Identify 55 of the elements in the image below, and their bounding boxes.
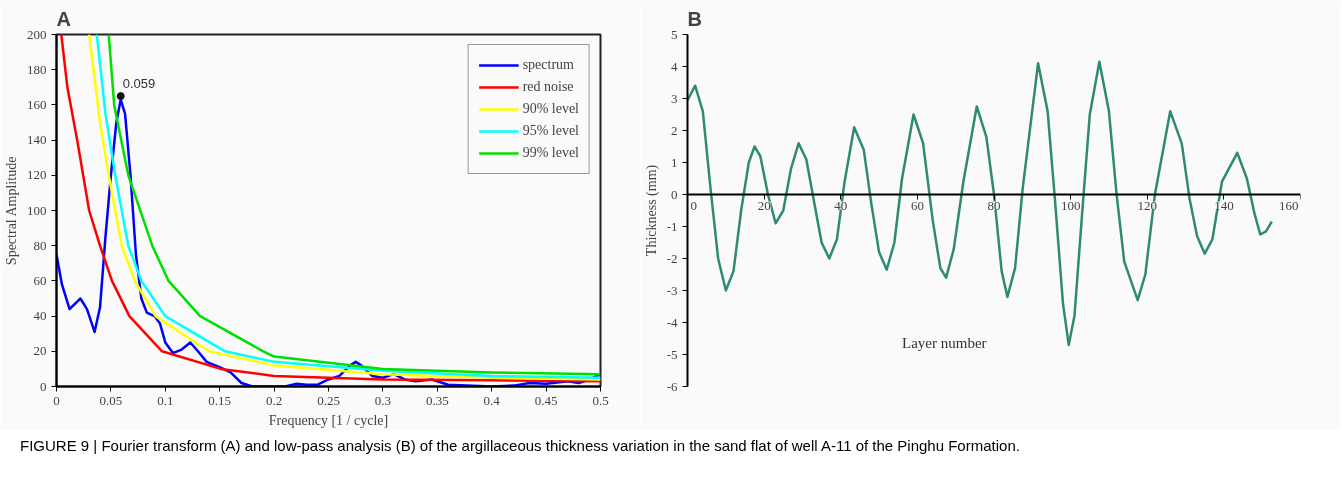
chart-title: A <box>56 7 71 30</box>
legend-label: 95% level <box>522 123 579 139</box>
x-tick-label: 0 <box>53 392 60 408</box>
y-tick-label: 120 <box>27 167 47 183</box>
y-tick-label: 4 <box>671 58 678 74</box>
y-tick-label: 3 <box>671 90 678 106</box>
legend-label: spectrum <box>522 57 574 73</box>
y-tick-label: -4 <box>666 314 678 330</box>
y-tick-label: -1 <box>666 218 678 234</box>
annotation: 0.059 <box>122 76 156 92</box>
x-tick-label: 120 <box>1137 197 1157 213</box>
x-tick-label: 0.4 <box>483 392 501 408</box>
x-axis-title: Frequency [1 / cycle] <box>268 412 389 428</box>
y-tick-label: 1 <box>671 154 678 170</box>
x-tick-label: 0.35 <box>425 392 449 408</box>
chart-title: B <box>687 7 702 30</box>
x-tick-label: 80 <box>987 197 1001 213</box>
x-tick-label: 0.5 <box>592 392 609 408</box>
y-tick-label: 2 <box>671 122 678 138</box>
y-axis-title: Spectral Amplitude <box>4 156 19 266</box>
legend-label: 99% level <box>522 145 579 161</box>
y-tick-label: -2 <box>666 250 678 266</box>
y-tick-label: 5 <box>671 26 678 42</box>
x-tick-label: 20 <box>757 197 771 213</box>
x-tick-label: 0 <box>690 197 697 213</box>
y-tick-label: 200 <box>27 26 47 42</box>
y-tick-label: -5 <box>666 346 678 362</box>
legend-label: red noise <box>522 79 574 95</box>
x-tick-label: 0.3 <box>374 392 392 408</box>
y-tick-label: 80 <box>33 237 47 253</box>
y-tick-label: 0 <box>40 378 47 394</box>
x-tick-label: 0.05 <box>99 392 123 408</box>
y-tick-label: 60 <box>33 272 47 288</box>
x-tick-label: 60 <box>910 197 924 213</box>
x-tick-label: 40 <box>834 197 848 213</box>
y-tick-label: 40 <box>33 308 47 324</box>
y-tick-label: 160 <box>27 96 47 112</box>
x-axis-title: Layer number <box>902 335 987 352</box>
y-tick-label: 180 <box>27 61 47 77</box>
x-tick-label: 100 <box>1060 197 1081 213</box>
y-tick-label: 140 <box>27 132 47 148</box>
y-tick-label: -6 <box>666 378 678 394</box>
y-tick-label: -3 <box>666 282 678 298</box>
x-tick-label: 0.25 <box>317 392 340 408</box>
x-tick-label: 0.1 <box>157 392 174 408</box>
x-tick-label: 160 <box>1279 197 1299 213</box>
x-tick-label: 0.15 <box>208 392 232 408</box>
legend-label: 90% level <box>522 101 579 117</box>
y-tick-label: 20 <box>33 343 47 359</box>
y-axis-title: Thickness (mm) <box>643 164 660 257</box>
y-tick-label: 0 <box>671 186 678 202</box>
x-tick-label: 140 <box>1214 197 1234 213</box>
x-tick-label: 0.2 <box>265 392 283 408</box>
x-tick-label: 0.45 <box>534 392 558 408</box>
caption: FIGURE 9 | Fourier transform (A) and low-pass analysis (B) of the argillaceous thickness variation in the sand flat of well A-11 of the Pinghu Formation. <box>20 436 1020 456</box>
